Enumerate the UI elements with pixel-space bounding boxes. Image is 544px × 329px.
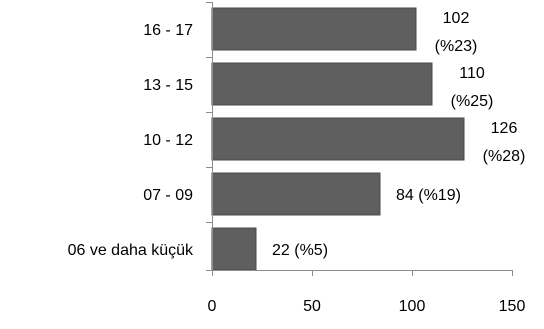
data-label: (%23) — [435, 38, 478, 55]
data-label: 22 (%5) — [272, 242, 328, 259]
data-label: 126 — [491, 120, 518, 137]
category-label: 06 ve daha küçük — [68, 242, 194, 259]
x-tick-label: 50 — [303, 298, 321, 315]
category-label: 10 - 12 — [143, 132, 193, 149]
bar-3 — [211, 117, 465, 161]
bar-5 — [211, 227, 257, 271]
x-tick-label: 0 — [208, 298, 217, 315]
data-label: 102 — [443, 10, 470, 27]
data-label: 84 (%19) — [396, 187, 461, 204]
x-tick-label: 100 — [399, 298, 426, 315]
bar-2 — [211, 62, 433, 106]
data-label: 110 — [459, 65, 485, 82]
x-tick-label: 150 — [499, 298, 526, 315]
data-label: (%28) — [483, 148, 526, 165]
data-label: (%25) — [451, 93, 494, 110]
category-label: 07 - 09 — [143, 187, 193, 204]
category-label: 13 - 15 — [143, 77, 193, 94]
bar-1 — [211, 7, 417, 51]
category-label: 16 - 17 — [143, 22, 193, 39]
bar-4 — [211, 172, 381, 216]
